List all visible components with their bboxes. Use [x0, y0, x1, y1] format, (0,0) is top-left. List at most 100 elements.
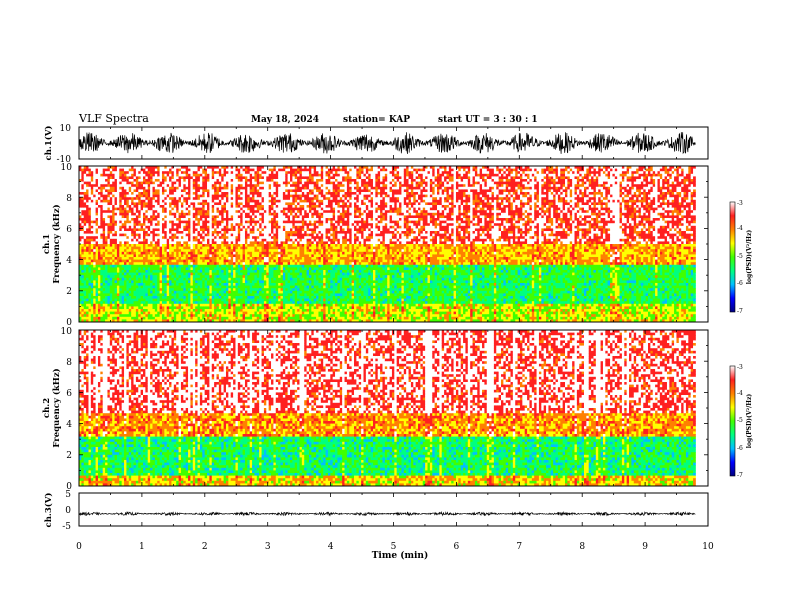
spectrogram-cell	[207, 285, 210, 289]
spectrogram-cell	[263, 270, 267, 273]
spectrogram-cell	[97, 267, 101, 271]
spectrogram-cell	[88, 319, 92, 323]
spectrogram-cell	[150, 215, 153, 219]
spectrogram-cell	[97, 319, 101, 323]
spectrogram-cell	[195, 285, 198, 289]
spectrogram-cell	[86, 296, 89, 299]
spectrogram-cell	[188, 197, 191, 201]
spectrogram-cell	[121, 210, 125, 214]
spectrogram-cell	[197, 303, 201, 307]
spectrogram-cell	[154, 298, 158, 302]
spectrogram-cell	[95, 166, 99, 169]
spectrogram-cell	[185, 207, 189, 211]
spectrogram-cell	[240, 173, 243, 177]
spectrogram-cell	[102, 197, 106, 201]
spectrogram-cell	[180, 288, 184, 292]
spectrogram-cell	[221, 228, 225, 232]
spectrogram-cell	[266, 285, 270, 289]
spectrogram-cell	[93, 249, 96, 253]
spectrogram-cell	[133, 283, 137, 286]
spectrogram-cell	[207, 189, 210, 193]
spectrogram-cell	[195, 277, 198, 281]
spectrogram-cell	[252, 277, 255, 281]
spectrogram-cell	[169, 223, 172, 227]
spectrogram-cell	[109, 293, 113, 297]
spectrogram-cell	[109, 298, 113, 302]
spectrogram-cell	[249, 275, 253, 279]
spectrogram-cell	[105, 207, 108, 211]
spectrogram-cell	[204, 218, 208, 221]
spectrogram-cell	[268, 244, 272, 247]
spectrogram-cell	[188, 311, 191, 315]
spectrogram-cell	[199, 309, 203, 312]
spectrogram-cell	[86, 215, 89, 219]
spectrogram-cell	[112, 197, 115, 201]
spectrogram-cell	[195, 251, 198, 255]
spectrogram-cell	[204, 233, 208, 237]
spectrogram-cell	[266, 228, 270, 232]
spectrogram-cell	[171, 306, 175, 310]
spectrogram-cell	[195, 210, 198, 214]
spectrogram-cell	[249, 257, 253, 260]
spectrogram-cell	[112, 210, 115, 214]
spectrogram-cell	[247, 288, 251, 292]
spectrogram-cell	[244, 303, 248, 307]
spectrogram-cell	[240, 288, 243, 292]
spectrogram-cell	[252, 301, 255, 305]
spectrogram-cell	[261, 176, 265, 180]
spectrogram-cell	[199, 314, 203, 318]
spectrogram-cell	[138, 264, 142, 268]
spectrogram-cell	[107, 301, 111, 305]
spectrogram-cell	[88, 192, 92, 195]
spectrogram-cell	[185, 241, 189, 245]
spectrogram-cell	[237, 298, 241, 302]
spectrogram-cell	[225, 189, 229, 193]
spectrogram-cell	[185, 280, 189, 284]
spectrogram-cell	[135, 288, 139, 292]
spectrogram-cell	[261, 215, 265, 219]
spectrogram-cell	[214, 181, 217, 185]
spectrogram-cell	[131, 184, 134, 188]
spectrogram-cell	[131, 309, 134, 312]
spectrogram-cell	[180, 238, 184, 242]
spectrogram-cell	[192, 254, 196, 258]
spectrogram-cell	[114, 207, 118, 211]
spectrogram-cell	[240, 309, 243, 312]
spectrogram-cell	[97, 223, 101, 227]
spectrogram-cell	[131, 205, 134, 208]
spectrogram-cell	[216, 319, 220, 323]
spectrogram-cell	[218, 205, 222, 208]
spectrogram-cell	[244, 173, 248, 177]
spectrogram-cell	[199, 238, 203, 242]
spectrogram-cell	[157, 236, 161, 240]
spectrogram-cell	[225, 288, 229, 292]
spectrogram-cell	[128, 176, 132, 180]
spectrogram-cell	[218, 166, 222, 169]
spectrogram-cell	[100, 192, 104, 195]
spectrogram-cell	[216, 205, 220, 208]
spectrogram-cell	[188, 303, 191, 307]
spectrogram-cell	[199, 275, 203, 279]
spectrogram-cell	[233, 238, 236, 242]
spectrogram-cell	[135, 199, 139, 203]
spectrogram-cell	[261, 283, 265, 286]
spectrogram-cell	[100, 285, 104, 289]
spectrogram-cell	[140, 192, 144, 195]
spectrogram-cell	[254, 197, 258, 201]
spectrogram-cell	[166, 166, 170, 169]
spectrogram-cell	[235, 272, 239, 276]
spectrogram-cell	[109, 309, 113, 312]
spectrogram-cell	[97, 306, 101, 310]
spectrogram-cell	[166, 231, 170, 234]
spectrogram-cell	[180, 218, 184, 221]
spectrogram-cell	[166, 176, 170, 180]
spectrogram-cell	[190, 293, 194, 297]
spectrogram-cell	[164, 166, 168, 169]
spectrogram-cell	[114, 197, 118, 201]
spectrogram-cell	[126, 264, 130, 268]
spectrogram-cell	[221, 319, 225, 323]
spectrogram-cell	[143, 264, 146, 268]
spectrogram-cell	[221, 316, 225, 320]
spectrogram-cell	[259, 225, 262, 229]
spectrogram-cell	[164, 246, 168, 250]
